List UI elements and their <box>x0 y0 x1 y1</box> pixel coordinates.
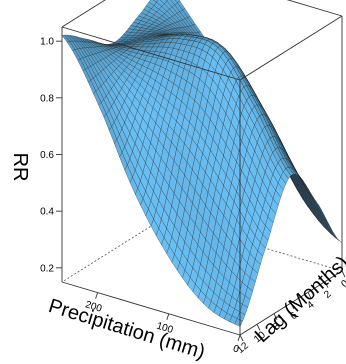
y-tick-label: 6 <box>288 310 300 322</box>
box-edge-front-bottom <box>61 281 241 336</box>
box-edge-top-right <box>239 15 343 81</box>
surface-facet <box>165 0 169 2</box>
y-tick-label: 0 <box>339 278 346 290</box>
y-tick-label: 2 <box>322 289 334 301</box>
y-tick-mark <box>273 313 278 320</box>
x-tick-label: 0 <box>232 343 241 355</box>
x-tick-mark <box>166 313 170 320</box>
z-tick-label: 0.2 <box>40 263 54 274</box>
box-edge-left-bottom <box>61 217 165 283</box>
y-tick-mark <box>239 334 244 342</box>
y-tick-mark <box>324 281 329 288</box>
surface-facet <box>234 318 243 327</box>
box-edge-top-back <box>286 0 343 17</box>
x-tick-label: 100 <box>155 321 175 337</box>
z-tick-label: 0.6 <box>40 150 54 161</box>
y-tick-label: 8 <box>271 321 283 333</box>
z-axis-label: RR <box>9 153 31 182</box>
x-axis-label: Precipitation (mm) <box>46 295 208 363</box>
box-edge-top-front <box>61 26 241 81</box>
x-tick-mark <box>95 292 99 299</box>
y-tick-mark <box>256 324 261 331</box>
y-tick-mark <box>290 302 295 310</box>
y-tick-label: 4 <box>305 299 317 311</box>
z-tick-label: 0.8 <box>40 93 54 104</box>
y-tick-label: 12 <box>235 340 251 356</box>
x-tick-mark <box>237 334 241 342</box>
y-tick-mark <box>341 270 346 278</box>
surface-facet <box>328 229 338 239</box>
surface-plot <box>61 0 343 327</box>
box-edge-top-left <box>61 0 106 28</box>
z-tick-label: 1.0 <box>40 37 54 48</box>
y-axis-label: Lag (Months) <box>251 252 346 347</box>
z-tick-label: 0.4 <box>40 207 54 218</box>
plot-box-front <box>61 0 343 336</box>
x-tick-label: 200 <box>84 299 104 315</box>
y-tick-mark <box>307 292 312 299</box>
